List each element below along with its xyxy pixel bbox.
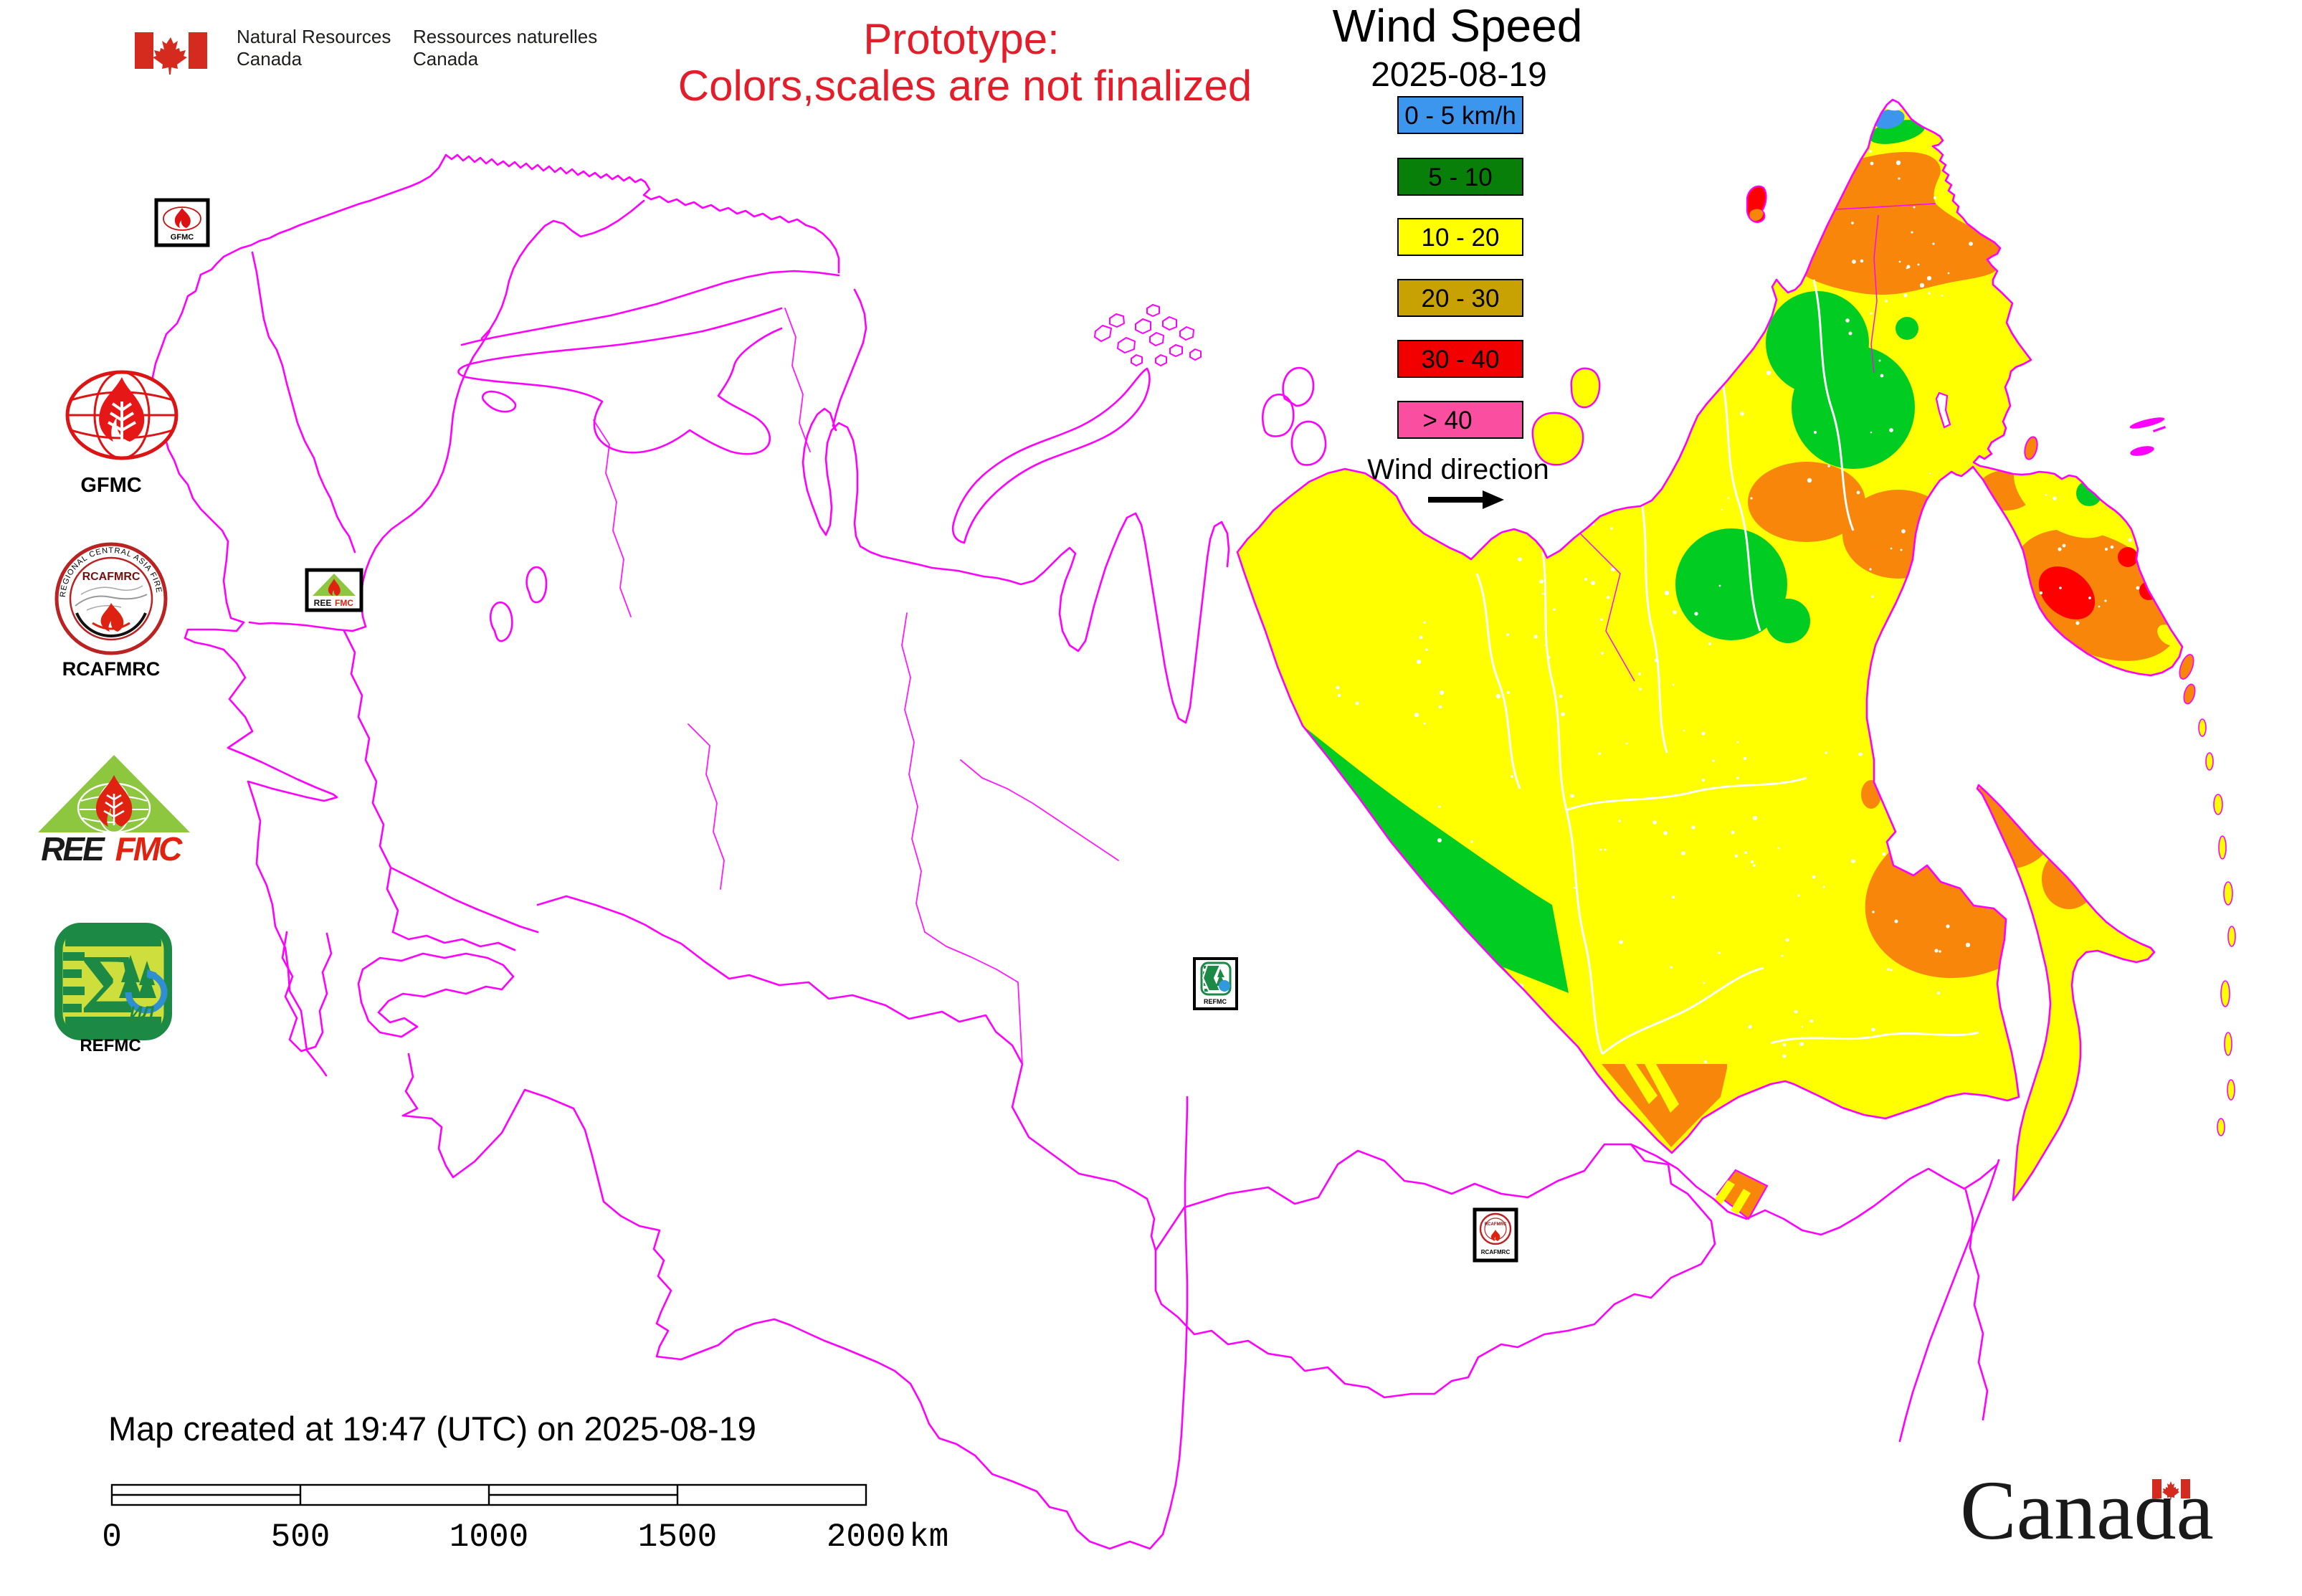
- svg-text:RCAFMRC: RCAFMRC: [82, 571, 141, 583]
- svg-text:GFMC: GFMC: [171, 233, 194, 242]
- svg-text:Wind Speed: Wind Speed: [1333, 0, 1583, 52]
- svg-text:RCAFMRC: RCAFMRC: [1485, 1222, 1507, 1227]
- svg-text:0: 0: [102, 1519, 122, 1556]
- svg-text:REFMC: REFMC: [80, 1036, 141, 1055]
- svg-text:10 - 20: 10 - 20: [1422, 224, 1500, 252]
- svg-text:Canada: Canada: [413, 48, 479, 70]
- svg-text:ИЛ: ИЛ: [130, 1003, 154, 1022]
- svg-text:> 40: > 40: [1422, 407, 1472, 434]
- svg-text:REE: REE: [41, 830, 105, 868]
- svg-text:Prototype:: Prototype:: [863, 15, 1060, 63]
- svg-text:FMC: FMC: [335, 598, 353, 608]
- svg-text:RCAFMRC: RCAFMRC: [62, 658, 160, 680]
- svg-text:km: km: [909, 1519, 948, 1556]
- svg-text:20 - 30: 20 - 30: [1422, 285, 1500, 313]
- svg-text:5 - 10: 5 - 10: [1428, 163, 1493, 191]
- svg-text:Canada: Canada: [1960, 1463, 2214, 1557]
- svg-text:2025-08-19: 2025-08-19: [1371, 56, 1547, 94]
- svg-text:Natural Resources: Natural Resources: [237, 26, 391, 47]
- svg-text:RCAFMRC: RCAFMRC: [1481, 1249, 1511, 1255]
- svg-text:1000: 1000: [450, 1519, 528, 1556]
- svg-text:REE: REE: [314, 598, 332, 608]
- svg-text:0 - 5 km/h: 0 - 5 km/h: [1404, 102, 1516, 130]
- svg-text:500: 500: [271, 1519, 330, 1556]
- svg-text:GFMC: GFMC: [80, 474, 141, 497]
- svg-text:1500: 1500: [638, 1519, 717, 1556]
- svg-text:Ressources naturelles: Ressources naturelles: [413, 26, 597, 47]
- svg-text:Colors,scales are not finalize: Colors,scales are not finalized: [678, 62, 1252, 110]
- svg-text:Map created at 19:47 (UTC) on: Map created at 19:47 (UTC) on 2025-08-19: [108, 1410, 756, 1448]
- svg-text:Wind direction: Wind direction: [1367, 454, 1549, 485]
- svg-text:FMC: FMC: [115, 830, 183, 868]
- svg-text:Canada: Canada: [237, 48, 303, 70]
- svg-text:30 - 40: 30 - 40: [1422, 346, 1500, 374]
- svg-text:2000: 2000: [827, 1519, 905, 1556]
- svg-text:REFMC: REFMC: [1204, 998, 1227, 1005]
